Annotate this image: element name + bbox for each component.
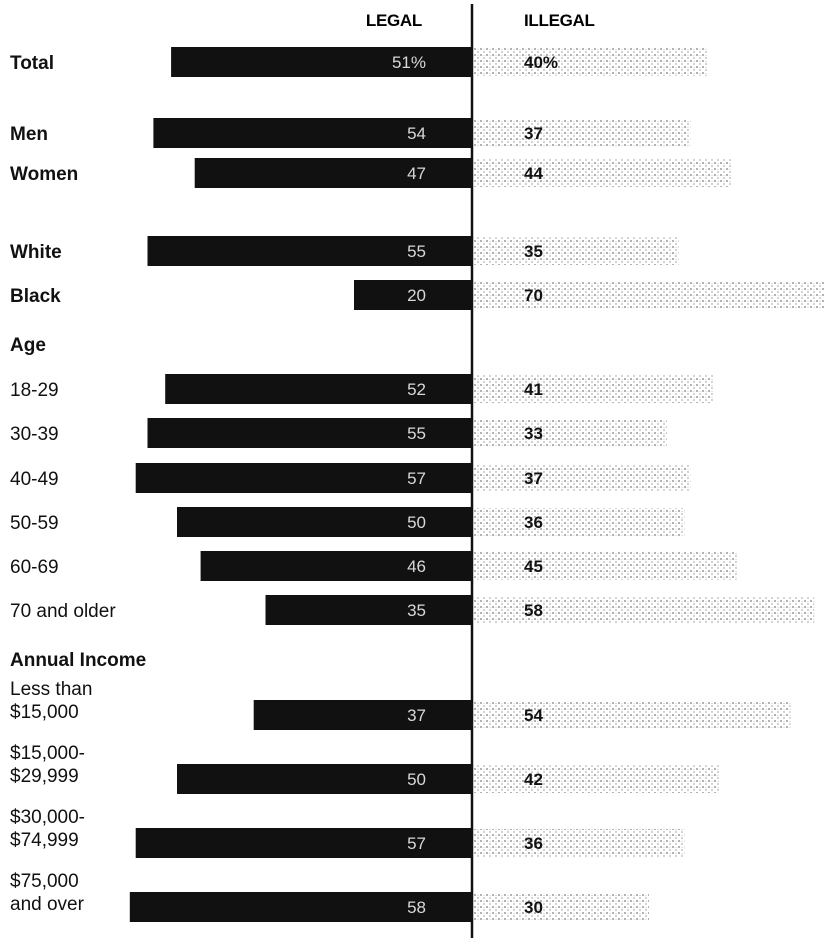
legal-bar-15-000-29-999 <box>177 764 472 794</box>
illegal-bar-30-39 <box>472 419 667 447</box>
legal-value-50-59: 50 <box>407 513 426 532</box>
illegal-bar-70-and-older <box>472 596 815 624</box>
illegal-bar-women <box>472 159 732 187</box>
row-label-70-and-older: 70 and older <box>10 601 116 622</box>
legal-value-less-than-15-000: 37 <box>407 706 426 725</box>
illegal-value-60-69: 45 <box>524 557 543 576</box>
illegal-value-less-than-15-000: 54 <box>524 706 543 725</box>
legal-bar-white <box>147 236 472 266</box>
illegal-bar-total <box>472 48 708 76</box>
row-label-60-69: 60-69 <box>10 557 59 578</box>
illegal-value-men: 37 <box>524 124 543 143</box>
legal-bar-70-and-older <box>265 595 472 625</box>
legal-bar-30-000-74-999 <box>135 828 472 858</box>
illegal-bar-15-000-29-999 <box>472 765 720 793</box>
row-label-less-than-15-000: Less than $15,000 <box>10 679 92 723</box>
illegal-bar-black <box>472 281 824 309</box>
legal-value-total: 51% <box>392 53 426 72</box>
row-label-men: Men <box>10 124 48 145</box>
row-label-75-000-and-over: $75,000 and over <box>10 871 85 915</box>
illegal-value-70-and-older: 58 <box>524 601 543 620</box>
legal-value-75-000-and-over: 58 <box>407 898 426 917</box>
illegal-bar-75-000-and-over <box>472 893 649 921</box>
illegal-bar-50-59 <box>472 508 685 536</box>
legal-value-30-39: 55 <box>407 424 426 443</box>
legal-bar-women <box>194 158 472 188</box>
illegal-value-50-59: 36 <box>524 513 543 532</box>
row-label-40-49: 40-49 <box>10 469 59 490</box>
legal-value-70-and-older: 35 <box>407 601 426 620</box>
illegal-value-30-000-74-999: 36 <box>524 834 543 853</box>
group-heading-annual-income: Annual Income <box>10 650 146 671</box>
illegal-value-black: 70 <box>524 286 543 305</box>
row-label-30-39: 30-39 <box>10 424 59 445</box>
legal-bar-75-000-and-over <box>129 892 473 922</box>
row-label-total: Total <box>10 53 54 74</box>
illegal-value-women: 44 <box>524 164 543 183</box>
legal-header: LEGAL <box>366 11 422 30</box>
group-heading-age: Age <box>10 335 46 356</box>
legal-value-30-000-74-999: 57 <box>407 834 426 853</box>
legal-value-40-49: 57 <box>407 469 426 488</box>
legal-bar-total <box>171 47 472 77</box>
illegal-value-18-29: 41 <box>524 380 543 399</box>
row-label-white: White <box>10 242 62 263</box>
illegal-value-75-000-and-over: 30 <box>524 898 543 917</box>
legal-bar-50-59 <box>177 507 472 537</box>
legal-bar-60-69 <box>200 551 472 581</box>
legal-value-15-000-29-999: 50 <box>407 770 426 789</box>
illegal-bar-30-000-74-999 <box>472 829 685 857</box>
row-label-15-000-29-999: $15,000-$29,999 <box>10 743 85 787</box>
legal-value-women: 47 <box>407 164 426 183</box>
legal-value-black: 20 <box>407 286 426 305</box>
legal-bar-40-49 <box>135 463 472 493</box>
illegal-value-white: 35 <box>524 242 543 261</box>
illegal-bar-40-49 <box>472 464 691 492</box>
row-label-black: Black <box>10 286 61 307</box>
legal-value-men: 54 <box>407 124 426 143</box>
legal-bar-18-29 <box>165 374 472 404</box>
legal-bar-black <box>354 280 472 310</box>
illegal-value-40-49: 37 <box>524 469 543 488</box>
illegal-header: ILLEGAL <box>524 11 595 30</box>
legal-value-60-69: 46 <box>407 557 426 576</box>
row-label-30-000-74-999: $30,000-$74,999 <box>10 807 85 851</box>
row-label-women: Women <box>10 164 78 185</box>
illegal-bar-60-69 <box>472 552 738 580</box>
legal-bar-men <box>153 118 472 148</box>
row-label-50-59: 50-59 <box>10 513 59 534</box>
illegal-value-total: 40% <box>524 53 558 72</box>
legal-bar-30-39 <box>147 418 472 448</box>
illegal-bar-18-29 <box>472 375 714 403</box>
illegal-bar-men <box>472 119 691 147</box>
legal-value-white: 55 <box>407 242 426 261</box>
illegal-value-30-39: 33 <box>524 424 543 443</box>
illegal-value-15-000-29-999: 42 <box>524 770 543 789</box>
row-label-18-29: 18-29 <box>10 380 59 401</box>
illegal-bar-white <box>472 237 679 265</box>
illegal-bar-less-than-15-000 <box>472 701 791 729</box>
legal-value-18-29: 52 <box>407 380 426 399</box>
legal-bar-less-than-15-000 <box>253 700 472 730</box>
